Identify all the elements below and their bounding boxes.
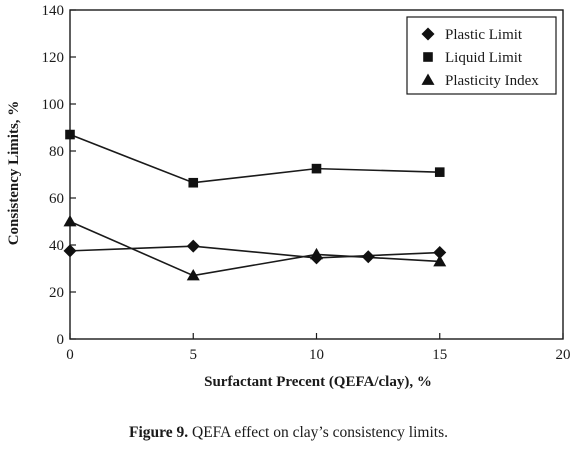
legend-label-plastic-limit: Plastic Limit — [445, 27, 523, 43]
y-tick-label: 100 — [42, 97, 65, 113]
data-point-plastic-limit — [433, 246, 447, 260]
series-line-plasticity-index — [69, 220, 440, 277]
data-point-plastic-limit-extra — [361, 250, 375, 264]
legend-label-liquid-limit: Liquid Limit — [445, 50, 523, 66]
x-tick-label: 20 — [556, 347, 571, 363]
data-point-plasticity-index — [63, 215, 77, 227]
data-point-plastic-limit — [186, 239, 200, 253]
y-tick-label: 40 — [49, 238, 64, 254]
y-tick-label: 120 — [42, 50, 65, 66]
y-axis-title: Consistency Limits, % — [6, 101, 22, 246]
y-tick-label: 20 — [49, 285, 64, 301]
series-line-plastic-limit — [69, 245, 440, 259]
figure-caption: Figure 9. QEFA effect on clay’s consiste… — [0, 424, 577, 442]
y-tick-label: 0 — [57, 332, 65, 348]
caption-text: QEFA effect on clay’s consistency limits… — [188, 424, 448, 441]
data-point-liquid-limit — [65, 129, 75, 140]
plot-area: 0 20 40 60 80 100 120 140 0 5 10 15 20 — [42, 3, 571, 363]
data-point-liquid-limit — [434, 167, 445, 177]
legend-label-plasticity-index: Plasticity Index — [445, 73, 539, 89]
legend-marker-liquid-limit — [423, 52, 433, 62]
x-tick-label: 10 — [309, 347, 324, 363]
data-point-plasticity-index — [186, 269, 200, 281]
legend: Plastic Limit Liquid Limit Plasticity Inde… — [406, 16, 557, 95]
data-point-plasticity-index — [433, 254, 447, 267]
data-point-liquid-limit — [188, 177, 199, 188]
x-axis-title: Surfactant Precent (QEFA/clay), % — [204, 374, 432, 390]
x-tick-label: 0 — [66, 347, 74, 363]
data-point-plastic-limit — [63, 244, 77, 258]
y-tick-label: 140 — [42, 3, 65, 19]
x-tick-label: 15 — [432, 347, 447, 363]
chart: 0 20 40 60 80 100 120 140 0 5 10 15 20 Surfactant Pr… — [6, 3, 571, 390]
y-tick-label: 60 — [49, 191, 64, 207]
data-point-liquid-limit — [311, 163, 322, 174]
data-point-plasticity-index — [310, 247, 323, 260]
series-line-liquid-limit — [69, 133, 440, 184]
legend-marker-plasticity-index — [421, 73, 435, 85]
x-tick-label: 5 — [190, 347, 198, 363]
caption-label: Figure 9. — [129, 424, 189, 441]
legend-marker-plastic-limit — [421, 27, 435, 41]
y-tick-label: 80 — [49, 144, 64, 160]
